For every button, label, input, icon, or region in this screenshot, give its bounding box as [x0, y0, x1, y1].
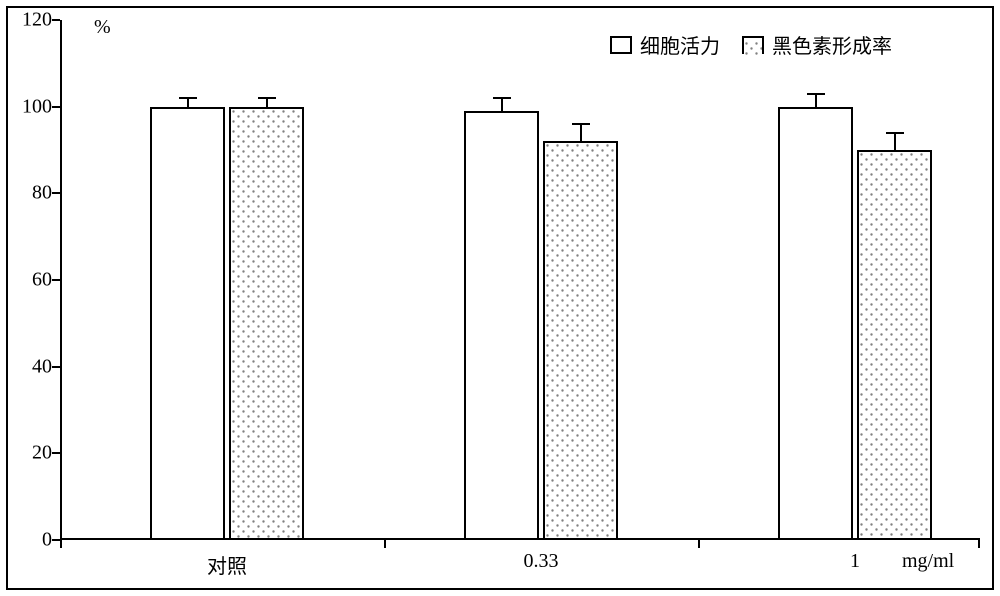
- y-tick-mark: [52, 279, 60, 281]
- legend-swatch-dotted: [742, 36, 764, 54]
- error-bar: [580, 124, 582, 141]
- error-bar-cap: [807, 93, 825, 95]
- y-tick-mark: [52, 539, 60, 541]
- legend-item-melanin: 黑色素形成率: [742, 30, 892, 59]
- y-tick-label: 20: [12, 442, 52, 465]
- y-tick-label: 0: [12, 529, 52, 552]
- error-bar: [815, 94, 817, 107]
- legend-swatch-plain: [610, 36, 632, 54]
- bars-container: [60, 20, 980, 540]
- x-tick-mark: [698, 540, 700, 548]
- bar: [778, 107, 853, 540]
- legend-item-viability: 细胞活力: [610, 30, 720, 59]
- error-bar: [187, 98, 189, 107]
- x-tick-label: 对照: [207, 550, 247, 579]
- legend-label-viability: 细胞活力: [640, 30, 720, 59]
- y-tick-mark: [52, 106, 60, 108]
- bar: [229, 107, 304, 540]
- plot-area: [60, 20, 980, 540]
- y-tick-label: 100: [12, 95, 52, 118]
- bar: [150, 107, 225, 540]
- y-tick-label: 60: [12, 269, 52, 292]
- y-tick-label: 80: [12, 182, 52, 205]
- bar: [464, 111, 539, 540]
- y-tick-mark: [52, 19, 60, 21]
- error-bar-cap: [886, 132, 904, 134]
- error-bar-cap: [493, 97, 511, 99]
- error-bar-cap: [572, 123, 590, 125]
- bar: [543, 141, 618, 540]
- x-tick-mark: [384, 540, 386, 548]
- y-unit-label: %: [94, 16, 111, 39]
- chart-root: 020406080100120 对照0.3313.3 % mg/ml 细胞活力 …: [0, 0, 1000, 596]
- y-tick-mark: [52, 366, 60, 368]
- x-tick-mark: [60, 540, 62, 548]
- error-bar: [894, 133, 896, 150]
- y-tick-mark: [52, 452, 60, 454]
- x-tick-label: 1: [850, 550, 860, 573]
- error-bar: [501, 98, 503, 111]
- y-tick-label: 120: [12, 9, 52, 32]
- x-unit-label: mg/ml: [902, 550, 954, 573]
- error-bar: [266, 98, 268, 107]
- error-bar-cap: [179, 97, 197, 99]
- y-tick-mark: [52, 192, 60, 194]
- x-tick-mark: [978, 540, 980, 548]
- legend-label-melanin: 黑色素形成率: [772, 30, 892, 59]
- legend: 细胞活力 黑色素形成率: [610, 30, 892, 59]
- bar: [857, 150, 932, 540]
- y-tick-label: 40: [12, 355, 52, 378]
- error-bar-cap: [258, 97, 276, 99]
- x-tick-label: 0.33: [524, 550, 559, 573]
